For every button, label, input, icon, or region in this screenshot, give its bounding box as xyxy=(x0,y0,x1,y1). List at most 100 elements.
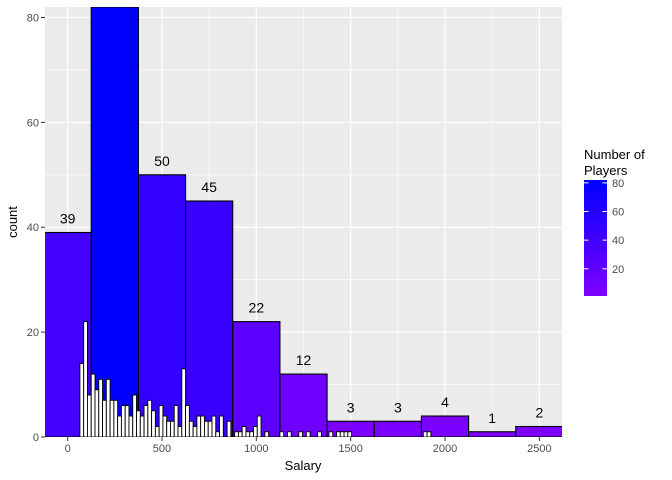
coarse-bars xyxy=(45,7,562,437)
bar-count-label: 3 xyxy=(394,399,402,415)
x-tick-label: 0 xyxy=(65,443,71,455)
fine-bar xyxy=(147,399,153,437)
fine-bar xyxy=(287,431,292,437)
y-tick-label: 20 xyxy=(27,327,39,339)
bar-count-label: 50 xyxy=(154,153,170,169)
fine-bar xyxy=(94,389,100,437)
fine-bar xyxy=(328,431,334,437)
fine-bar xyxy=(305,431,311,437)
bar-count-label: 39 xyxy=(60,210,76,226)
fine-bar xyxy=(200,415,205,437)
bar-count-label: 4 xyxy=(441,394,449,410)
bar-count-label: 45 xyxy=(201,179,217,195)
fine-bar xyxy=(109,399,115,437)
x-axis-title: Salary xyxy=(285,458,322,473)
fine-bar xyxy=(298,431,304,437)
fine-bars xyxy=(79,321,432,437)
fine-bar xyxy=(245,431,251,437)
y-tick-label: 40 xyxy=(27,222,39,234)
fine-bar xyxy=(162,415,168,437)
fine-bar xyxy=(226,420,232,437)
fine-bar xyxy=(196,415,202,437)
fine-bar xyxy=(166,420,171,437)
fine-bar xyxy=(207,420,213,437)
fine-bar xyxy=(102,399,107,437)
fine-bar xyxy=(192,426,198,437)
y-tick-label: 80 xyxy=(27,12,39,24)
bar-count-label: 22 xyxy=(249,300,265,316)
fine-bar xyxy=(151,410,156,437)
fine-bar xyxy=(343,431,349,437)
x-tick-label: 500 xyxy=(153,443,171,455)
fine-bar xyxy=(241,426,247,437)
fine-bar xyxy=(279,431,285,437)
x-tick-label: 1000 xyxy=(244,443,268,455)
legend-tick-label: 60 xyxy=(612,207,624,219)
y-tick-label: 0 xyxy=(33,432,39,444)
fine-bar xyxy=(237,431,243,437)
fine-bar xyxy=(177,426,183,437)
fine-bar xyxy=(132,394,137,437)
bar-count-label: 1 xyxy=(488,410,496,426)
fine-bar xyxy=(422,431,428,437)
fine-bar xyxy=(339,431,345,437)
fine-bar xyxy=(136,410,141,437)
coarse-bar xyxy=(232,321,281,437)
fine-bar xyxy=(185,405,190,437)
fine-bar xyxy=(215,431,220,437)
fine-bar xyxy=(158,405,164,437)
fine-bar xyxy=(336,431,341,437)
coarse-bar xyxy=(373,420,422,437)
coarse-bar xyxy=(185,200,234,437)
fine-bar xyxy=(105,378,111,437)
fine-bar xyxy=(256,415,262,437)
bar-count-label: 2 xyxy=(535,405,543,421)
fine-bar xyxy=(173,405,179,437)
y-axis-title: count xyxy=(5,206,20,238)
legend-tick-label: 40 xyxy=(612,235,624,247)
fine-bar xyxy=(347,431,353,437)
x-tick-label: 1500 xyxy=(338,443,362,455)
legend-title-line-1: Number of xyxy=(584,147,645,162)
fine-bar xyxy=(128,415,134,437)
fine-bar xyxy=(264,431,270,437)
coarse-bar xyxy=(137,174,187,437)
legend-tick-label: 80 xyxy=(612,178,624,190)
legend-tick-label: 20 xyxy=(612,264,624,276)
bar-count-label: 3 xyxy=(347,399,355,415)
fine-bar xyxy=(90,373,96,437)
fine-bar xyxy=(124,405,130,437)
x-axis-ticks: 0 500 1000 1500 2000 2500 xyxy=(65,437,552,455)
fine-bar xyxy=(181,368,187,437)
fine-bar xyxy=(426,431,432,437)
legend: Number of Players 20 40 60 80 xyxy=(584,147,645,296)
fine-bar xyxy=(87,394,92,437)
y-tick-label: 60 xyxy=(27,117,39,129)
fine-bar xyxy=(234,431,239,437)
fine-bar xyxy=(83,321,88,437)
fine-bar xyxy=(211,415,217,437)
fine-bar xyxy=(170,420,175,437)
x-tick-label: 2500 xyxy=(527,443,551,455)
fine-bar xyxy=(143,405,149,437)
fine-bar xyxy=(154,426,160,437)
fine-bar xyxy=(120,405,126,437)
fine-bar xyxy=(113,399,119,437)
fine-bar xyxy=(188,420,194,437)
fine-bar xyxy=(139,415,145,437)
coarse-bar xyxy=(90,7,139,437)
bar-count-label: 12 xyxy=(296,352,312,368)
fine-bar xyxy=(249,431,254,437)
fine-bar xyxy=(98,378,103,437)
fine-bar xyxy=(317,431,322,437)
legend-colorbar xyxy=(584,180,607,296)
legend-ticks: 20 40 60 80 xyxy=(584,178,624,276)
fine-bar xyxy=(117,415,122,437)
fine-bar xyxy=(253,426,258,437)
x-tick-label: 2000 xyxy=(433,443,457,455)
coarse-bar xyxy=(468,431,517,437)
coarse-bar xyxy=(279,373,328,437)
fine-bar xyxy=(219,415,224,437)
coarse-bar xyxy=(515,425,562,437)
